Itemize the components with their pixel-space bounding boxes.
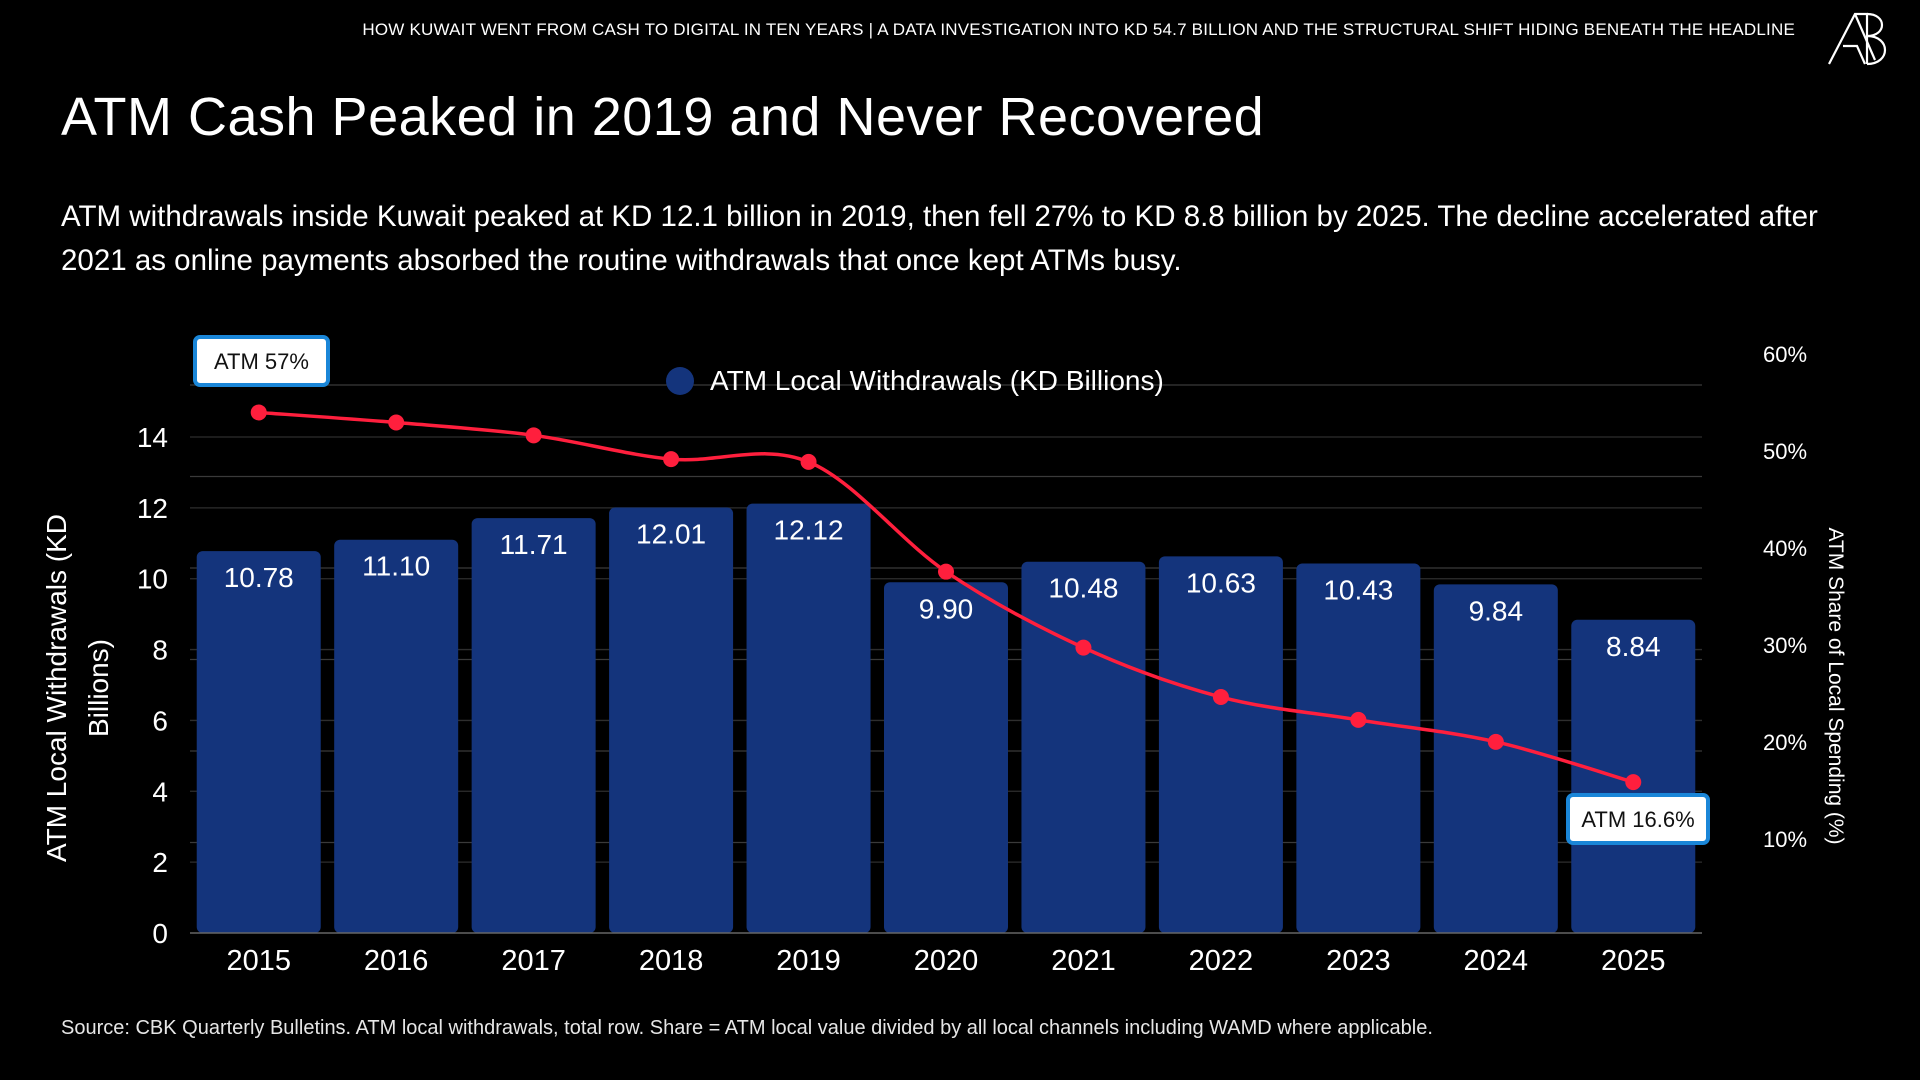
share-point-2015: [250, 404, 267, 421]
bar-2016: [334, 539, 459, 933]
x-tick-label: 2021: [1051, 945, 1116, 977]
page-subtitle: ATM withdrawals inside Kuwait peaked at …: [61, 200, 1818, 277]
x-tick-label: 2016: [364, 945, 429, 977]
x-tick-label: 2025: [1601, 945, 1666, 977]
share-point-2020: [938, 563, 954, 580]
x-tick-label: 2020: [914, 945, 979, 977]
bar-value-label: 10.78: [224, 562, 294, 593]
y-tick-left: 4: [152, 776, 168, 807]
bar-value-label: 11.10: [362, 551, 430, 582]
bar-2023: [1296, 563, 1421, 933]
bar-value-label: 12.12: [774, 515, 844, 546]
y-tick-right: 50%: [1763, 439, 1807, 464]
ab-logo-icon: [1828, 12, 1886, 66]
share-point-2021: [1075, 639, 1092, 656]
bar-2015: [196, 551, 321, 933]
y-tick-left: 8: [152, 635, 168, 666]
y-tick-right: 20%: [1763, 730, 1807, 755]
share-point-2019: [800, 453, 817, 470]
share-point-2024: [1487, 733, 1504, 750]
legend-label: ATM Local Withdrawals (KD Billions): [710, 365, 1164, 396]
x-tick-label: 2024: [1464, 945, 1529, 977]
annotation-box: [1566, 793, 1710, 845]
bar-value-label: 10.43: [1323, 574, 1393, 605]
source-note: Source: CBK Quarterly Bulletins. ATM loc…: [61, 1017, 1433, 1039]
bar-2019: [746, 503, 871, 933]
bar-2024: [1433, 584, 1558, 933]
y-axis-title-left-line2: Billions): [83, 639, 114, 737]
share-point-2016: [388, 414, 405, 431]
y-tick-left: 6: [152, 705, 168, 736]
page-title: ATM Cash Peaked in 2019 and Never Recove…: [61, 87, 1265, 147]
annotation-label: ATM 16.6%: [1581, 807, 1694, 832]
bar-value-label: 9.90: [919, 593, 974, 624]
annotation-box: [193, 335, 330, 387]
x-tick-label: 2015: [226, 945, 291, 977]
share-point-2022: [1212, 689, 1229, 706]
y-tick-right: 10%: [1763, 827, 1807, 852]
share-point-2017: [525, 427, 542, 444]
share-point-2023: [1350, 711, 1367, 728]
y-tick-left: 10: [137, 564, 168, 595]
y-tick-left: 14: [137, 422, 168, 453]
share-point-2018: [663, 451, 680, 468]
x-tick-label: 2019: [776, 945, 841, 977]
bar-2021: [1021, 561, 1146, 933]
annotation-label: ATM 57%: [214, 349, 309, 374]
bar-2020: [884, 582, 1008, 933]
report-kicker: HOW KUWAIT WENT FROM CASH TO DIGITAL IN …: [362, 20, 1795, 39]
x-tick-label: 2022: [1189, 945, 1254, 977]
y-tick-right: 40%: [1763, 536, 1807, 561]
y-axis-title-right: ATM Share of Local Spending (%): [1824, 527, 1847, 844]
bar-value-label: 8.84: [1606, 631, 1661, 662]
y-axis-title-left-line1: ATM Local Withdrawals (KD: [41, 514, 72, 862]
x-tick-label: 2023: [1326, 945, 1391, 977]
bar-value-label: 10.63: [1186, 567, 1256, 598]
x-tick-label: 2017: [501, 945, 566, 977]
y-tick-left: 12: [137, 493, 168, 524]
y-tick-left: 0: [152, 918, 168, 949]
bar-value-label: 10.48: [1048, 573, 1118, 604]
bar-2018: [609, 507, 734, 933]
y-tick-left: 2: [152, 847, 168, 878]
bar-2017: [471, 518, 596, 933]
legend-swatch: [666, 367, 694, 395]
bar-value-label: 12.01: [636, 519, 706, 550]
share-point-2025: [1625, 774, 1642, 791]
y-tick-right: 60%: [1763, 342, 1807, 367]
bar-value-label: 11.71: [500, 529, 568, 560]
bar-value-label: 9.84: [1469, 595, 1524, 626]
x-tick-label: 2018: [639, 945, 704, 977]
bar-2022: [1158, 556, 1283, 933]
y-tick-right: 30%: [1763, 633, 1807, 658]
